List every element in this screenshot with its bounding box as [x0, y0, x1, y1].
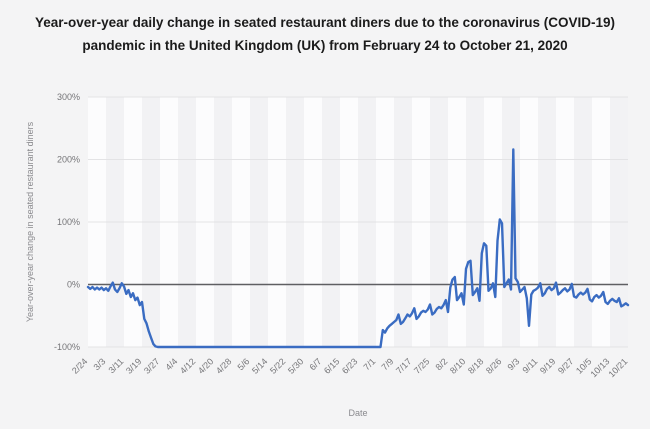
x-tick-label: 3/11	[106, 356, 125, 375]
x-tick-label: 4/20	[196, 356, 215, 375]
x-tick-label: 7/1	[361, 356, 377, 372]
x-tick-label: 9/27	[556, 356, 575, 375]
x-tick-label: 4/28	[214, 356, 233, 375]
x-tick-label: 4/4	[163, 356, 179, 372]
x-tick-label: 8/26	[484, 356, 503, 375]
x-tick-label: 3/19	[124, 356, 143, 375]
x-tick-label: 5/14	[250, 356, 269, 375]
x-tick-label: 6/23	[340, 356, 359, 375]
x-tick-label: 8/2	[433, 356, 449, 372]
x-tick-label: 5/22	[268, 356, 287, 375]
x-tick-label: 3/27	[142, 356, 161, 375]
chart-title: Year-over-year daily change in seated re…	[35, 15, 615, 53]
x-tick-label: 7/9	[379, 356, 395, 372]
y-tick-label: 0%	[67, 280, 80, 290]
x-axis-title: Date	[348, 408, 367, 418]
x-tick-label: 8/10	[448, 356, 467, 375]
x-tick-label: 9/11	[520, 356, 539, 375]
x-tick-label: 10/13	[588, 356, 611, 379]
x-tick-label: 10/21	[606, 356, 629, 379]
x-tick-label: 7/17	[394, 356, 413, 375]
x-tick-label: 6/7	[307, 356, 323, 372]
y-tick-label: 200%	[57, 155, 80, 165]
x-tick-label: 6/15	[322, 356, 341, 375]
x-tick-label: 8/18	[466, 356, 485, 375]
x-tick-label: 9/3	[505, 356, 521, 372]
x-tick-label: 3/3	[91, 356, 107, 372]
x-tick-label: 2/24	[70, 356, 89, 375]
y-tick-label: 300%	[57, 92, 80, 102]
x-tick-label: 5/30	[286, 356, 305, 375]
y-tick-label: 100%	[57, 217, 80, 227]
y-tick-label: -100%	[54, 342, 80, 352]
x-tick-label: 4/12	[178, 356, 197, 375]
x-tick-label: 7/25	[412, 356, 431, 375]
data-line	[86, 148, 630, 349]
x-tick-label: 5/6	[235, 356, 251, 372]
x-tick-label: 9/19	[538, 356, 557, 375]
y-axis-title: Year-over-year change in seated restaura…	[25, 121, 35, 322]
